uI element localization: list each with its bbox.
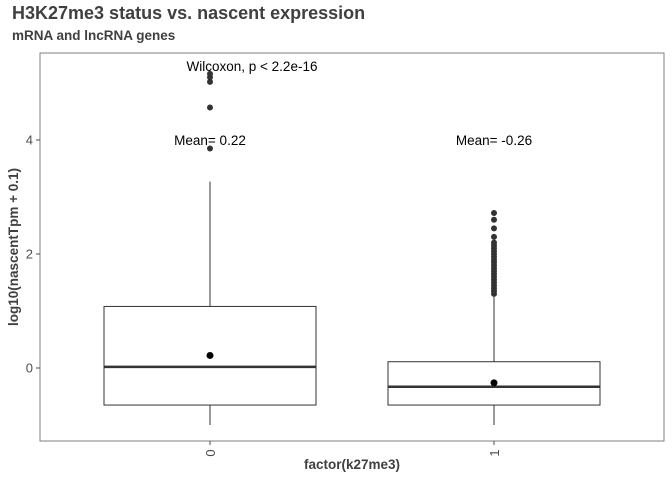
- y-tick-label-2: 2: [26, 247, 33, 262]
- y-tick-label-0: 0: [26, 361, 33, 376]
- outlier-point-1-21: [491, 216, 497, 223]
- x-tick-label-1: 1: [487, 449, 502, 456]
- y-tick-label-4: 4: [26, 133, 33, 148]
- y-axis-title: log10(nascentTpm + 0.1): [6, 168, 21, 326]
- outlier-point-0-4: [207, 70, 213, 77]
- mean-point-1: [490, 379, 498, 387]
- chart-title: H3K27me3 status vs. nascent expression: [12, 3, 366, 23]
- outlier-point-0-1: [207, 104, 213, 111]
- outlier-point-0-2: [207, 78, 213, 85]
- x-axis-title: factor(k27me3): [304, 457, 400, 472]
- outlier-point-1-22: [491, 209, 497, 216]
- mean-label-1: Mean= -0.26: [456, 133, 532, 148]
- mean-point-0: [206, 351, 214, 359]
- outlier-point-1-18: [491, 239, 497, 246]
- wilcoxon-annotation: Wilcoxon, p < 2.2e-16: [187, 59, 318, 74]
- outlier-point-1-20: [491, 225, 497, 232]
- outlier-point-0-0: [207, 145, 213, 152]
- mean-label-0: Mean= 0.22: [174, 133, 246, 148]
- chart-subtitle: mRNA and lncRNA genes: [12, 28, 176, 43]
- x-tick-label-0: 0: [203, 449, 218, 456]
- outlier-point-1-19: [491, 233, 497, 240]
